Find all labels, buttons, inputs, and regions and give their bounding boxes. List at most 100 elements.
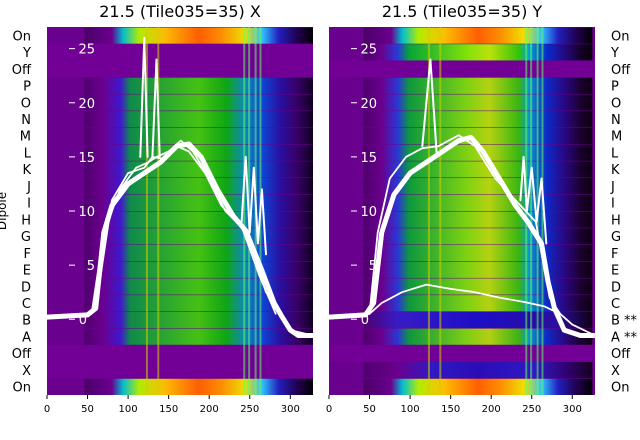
overlay-line-5 (151, 58, 161, 158)
heatmap-row-band-2 (363, 44, 593, 61)
row-label: N (21, 113, 31, 128)
row-label: X (22, 364, 31, 379)
row-label: Off (12, 63, 32, 78)
row-label: P (23, 80, 31, 95)
heatmap-row-band-19 (84, 328, 313, 346)
x-tick-label: 50 (81, 404, 94, 415)
overlay-tick-label: 15 (78, 151, 95, 166)
heatmap-row-band-7 (363, 127, 593, 145)
row-label: B ** (611, 314, 638, 329)
heatmap-row-band-13 (363, 228, 593, 245)
overlay-tick-label: 25 (78, 43, 95, 58)
chart-title: 21.5 (Tile035=35) X (99, 2, 261, 21)
y-axis-label: Dipole (0, 192, 9, 230)
heatmap-row-band-9 (363, 161, 593, 178)
heatmap-row-band-12 (363, 211, 593, 229)
rfi-stripe (439, 27, 442, 395)
heatmap-row-band-15 (84, 261, 313, 279)
heatmap-row-band-10 (363, 178, 593, 195)
x-tick-label: 200 (482, 404, 501, 415)
row-label: C (22, 297, 31, 312)
overlay-tick-label: 10 (78, 205, 95, 220)
heatmap-row-band-5 (363, 94, 593, 111)
row-label: B (22, 314, 31, 329)
overlay-tick-label: 20 (78, 97, 95, 112)
row-label: P (611, 80, 619, 95)
heatmap-row-band-19 (363, 328, 593, 346)
x-tick-label: 250 (240, 404, 259, 415)
x-tick-label: 50 (363, 404, 376, 415)
row-label: F (611, 247, 618, 262)
heatmap-row-band-1 (363, 27, 593, 45)
row-label: N (611, 113, 621, 128)
rfi-stripe (541, 27, 544, 395)
heatmap-row-band-14 (84, 244, 313, 262)
rfi-stripe (145, 27, 148, 395)
x-tick-label: 250 (522, 404, 541, 415)
heatmap-row-band-15 (363, 261, 593, 279)
row-label: H (21, 213, 31, 228)
row-label: L (24, 146, 32, 161)
overlay-tick-label: 20 (360, 97, 377, 112)
rfi-stripe (427, 27, 430, 395)
heatmap-row-band-14 (363, 244, 593, 262)
overlay-tick-label: 5 (87, 259, 95, 274)
heatmap-row-band-12 (84, 211, 313, 229)
row-label: Y (22, 46, 31, 61)
row-label: J (610, 180, 615, 195)
row-label: A ** (611, 330, 638, 345)
row-label: On (13, 29, 31, 44)
rfi-stripe (530, 27, 533, 395)
x-tick-label: 0 (326, 404, 332, 415)
overlay-tick-label: 0 (79, 313, 87, 328)
row-label: A (22, 330, 31, 345)
heatmap-row-band-4 (363, 77, 593, 95)
heatmap-row-band-11 (363, 194, 593, 212)
heatmap-row-band-3 (47, 60, 313, 78)
row-label: G (611, 230, 621, 245)
overlay-line-3 (94, 145, 277, 315)
overlay-tick-label: 0 (361, 313, 369, 328)
heatmap-row-band-5 (84, 94, 313, 111)
heatmap-row-band-1 (84, 27, 313, 45)
heatmap-row-band-13 (84, 228, 313, 245)
row-label: On (611, 29, 629, 44)
heatmap-row-band-20 (47, 344, 313, 363)
row-label: L (611, 146, 619, 161)
row-label: M (20, 130, 31, 145)
row-label: Off (611, 347, 631, 362)
heatmap-row-band-2 (47, 43, 313, 62)
heatmap-row-band-22 (363, 378, 593, 395)
x-tick-label: 150 (159, 404, 178, 415)
heatmap-row-band-16 (84, 278, 313, 295)
x-tick-label: 0 (44, 404, 50, 415)
row-label: Off (12, 347, 32, 362)
row-label: E (23, 264, 31, 279)
heatmap-row-band-6 (363, 111, 593, 128)
x-tick-label: 300 (281, 404, 300, 415)
overlay-line-3 (329, 283, 595, 337)
overlay (47, 36, 313, 338)
row-label: X (611, 364, 620, 379)
row-label: On (13, 381, 31, 396)
heatmap-row-band-21 (47, 361, 313, 379)
row-label: K (22, 163, 31, 178)
heatmap-row-band-7 (84, 127, 313, 145)
overlay-line-4 (139, 36, 149, 158)
overlay-line-4 (421, 58, 438, 158)
x-tick-label: 100 (401, 404, 420, 415)
x-tick-label: 200 (200, 404, 219, 415)
row-label: I (611, 197, 615, 212)
row-label: J (26, 180, 31, 195)
overlay (329, 58, 595, 338)
chart-title: 21.5 (Tile035=35) Y (382, 2, 543, 21)
heatmap-row-band-22 (84, 378, 313, 395)
x-tick-label: 300 (563, 404, 582, 415)
row-label: On (611, 381, 629, 396)
x-tick-label: 100 (119, 404, 138, 415)
row-label: D (611, 280, 621, 295)
heatmap-row-band-4 (84, 77, 313, 95)
